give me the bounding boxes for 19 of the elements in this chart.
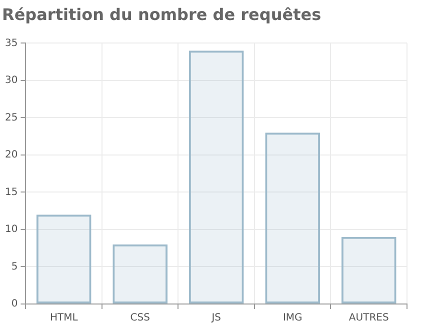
- x-tick-label: AUTRES: [348, 312, 389, 324]
- y-tick-label: 30: [4, 75, 18, 86]
- chart-title: Répartition du nombre de requêtes: [2, 4, 322, 24]
- y-tick-label: 15: [4, 186, 18, 198]
- bar: [341, 236, 396, 304]
- x-tick-label: IMG: [282, 312, 302, 324]
- bar: [36, 214, 92, 304]
- y-tick-label: 35: [4, 38, 18, 49]
- x-tick-label: CSS: [130, 312, 150, 324]
- y-tick-label: 20: [4, 150, 18, 161]
- x-tick-label: JS: [210, 312, 222, 324]
- bar: [112, 244, 168, 304]
- y-tick-label: 5: [11, 261, 18, 272]
- bar: [188, 50, 244, 304]
- y-tick-label: 25: [4, 112, 18, 124]
- bar: [265, 132, 320, 304]
- x-tick-label: HTML: [50, 312, 78, 324]
- y-tick-label: 10: [4, 224, 18, 236]
- y-tick-label: 0: [11, 298, 18, 310]
